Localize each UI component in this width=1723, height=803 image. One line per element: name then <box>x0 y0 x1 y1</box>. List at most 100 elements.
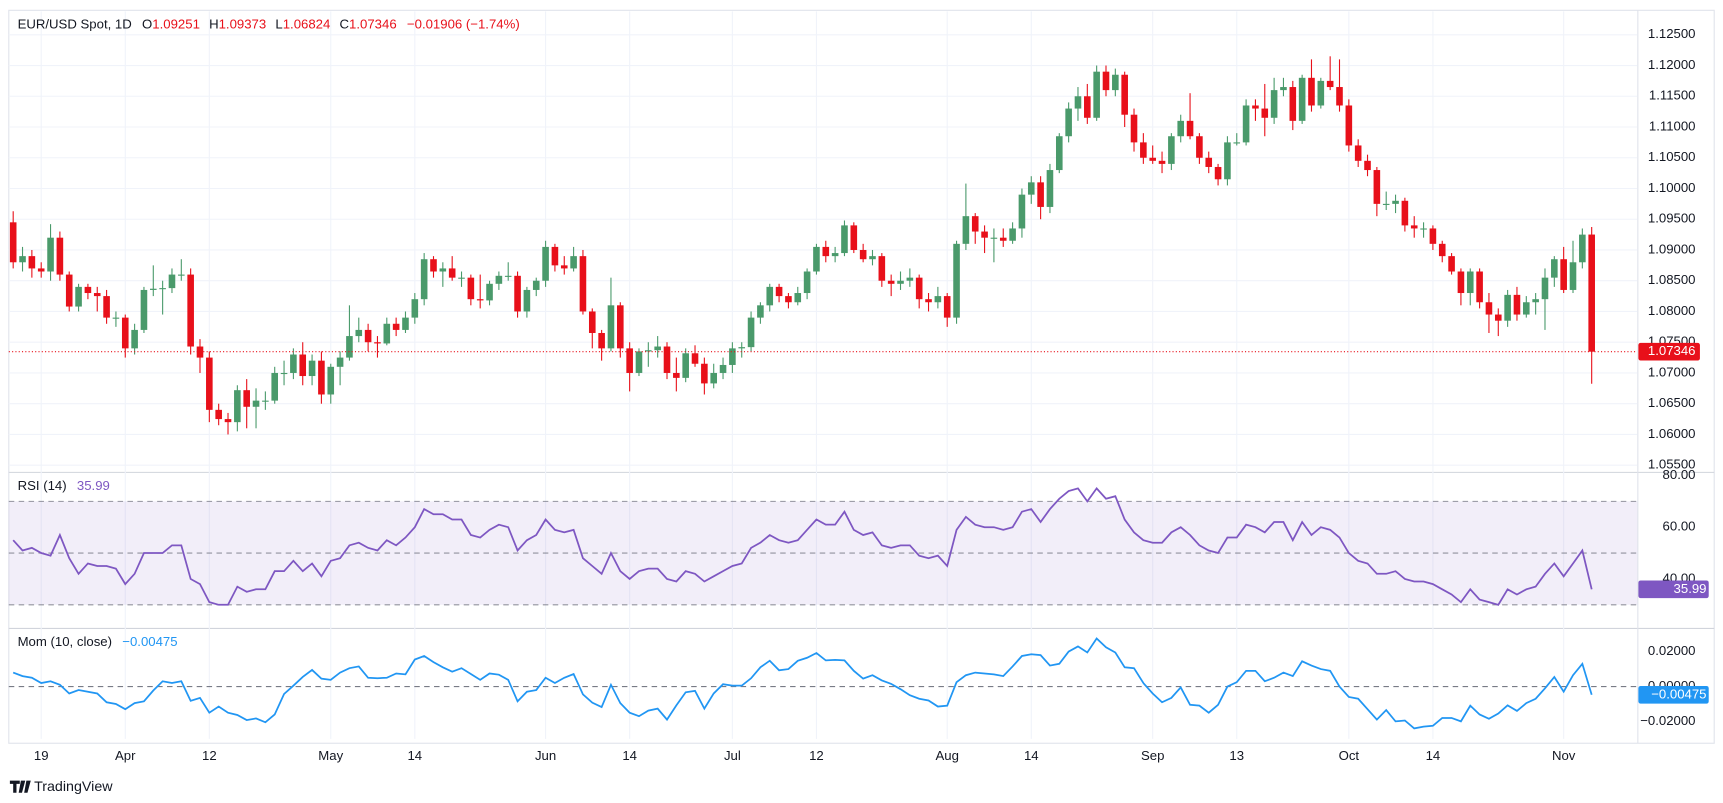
candle-body <box>1196 136 1203 158</box>
candle-body <box>1485 302 1493 315</box>
change-value: −0.01906 (−1.74%) <box>407 17 520 32</box>
candle-body <box>925 299 932 303</box>
grid <box>8 11 1638 739</box>
indicator-line <box>12 637 1593 730</box>
candle-body <box>486 283 493 301</box>
candle-body <box>1168 136 1175 164</box>
candle-body <box>869 256 876 260</box>
x-tick-label: Apr <box>115 748 136 763</box>
candle-body <box>1364 160 1371 171</box>
candle-body <box>906 277 914 281</box>
mom-value: −0.00475 <box>122 635 177 650</box>
candle-body <box>1065 108 1072 137</box>
x-tick-label: 14 <box>1426 748 1441 763</box>
candle-body <box>551 246 559 266</box>
candle-body <box>1093 71 1100 118</box>
legend-key: O <box>142 17 152 32</box>
x-tick-label: 12 <box>202 748 217 763</box>
candle-body <box>747 317 755 348</box>
y-tick-label: 1.12000 <box>1648 57 1696 72</box>
candle-body <box>495 275 503 284</box>
close-value: 1.07346 <box>349 17 397 32</box>
candle-body <box>28 256 36 269</box>
candle-body <box>103 296 110 318</box>
candle-body <box>299 354 307 377</box>
y-tick-label: 1.08500 <box>1648 272 1696 287</box>
x-tick-label: Jun <box>535 748 556 763</box>
candle-body <box>1280 87 1287 91</box>
candle-body <box>1018 194 1026 229</box>
y-tick-label: 1.12500 <box>1648 26 1696 41</box>
candle-body <box>1457 271 1465 294</box>
candle-body <box>308 360 316 377</box>
candle-body <box>1494 314 1502 321</box>
y-tick-label: 1.06000 <box>1648 426 1696 441</box>
candle-body <box>775 286 783 297</box>
candle-body <box>1233 142 1241 144</box>
candle-body <box>663 346 671 373</box>
candle-body <box>766 286 774 306</box>
candle-body <box>1336 87 1343 106</box>
candle-body <box>439 268 447 272</box>
y-tick-label: 1.10000 <box>1648 180 1696 195</box>
candle-body <box>168 274 176 289</box>
candle-body <box>1476 271 1483 303</box>
candle-body <box>822 246 830 257</box>
candle-body <box>1401 200 1409 226</box>
y-tick-label: 1.05500 <box>1648 457 1696 472</box>
candle-body <box>1084 96 1091 118</box>
candle-body <box>374 342 381 344</box>
candle-body <box>719 364 727 373</box>
candle-body <box>1317 80 1325 106</box>
candle-body <box>1186 120 1194 137</box>
candle-body <box>794 293 802 303</box>
candle-body <box>1513 294 1521 315</box>
candle-body <box>878 256 886 281</box>
y-tick-label: −0.02000 <box>1640 713 1695 728</box>
low-value: 1.06824 <box>283 17 331 32</box>
candle-body <box>1345 105 1353 146</box>
candle-body <box>19 256 26 263</box>
candle-body <box>738 347 746 349</box>
indicator-line <box>12 487 1593 606</box>
candle-body <box>990 237 998 239</box>
brand: TradingView <box>9 779 113 795</box>
candle-body <box>430 259 437 272</box>
y-tick-label: 0.02000 <box>1648 643 1696 658</box>
x-tick-label: 13 <box>1229 748 1244 763</box>
candle-body <box>364 329 372 343</box>
candle-body <box>691 353 699 364</box>
x-tick-label: Jul <box>724 748 741 763</box>
candle-body <box>346 336 353 358</box>
candle-body <box>336 357 344 367</box>
candle-body <box>467 277 475 300</box>
candle-body <box>1177 120 1185 137</box>
last-value-box <box>1638 686 1709 704</box>
x-tick-label: 12 <box>809 748 824 763</box>
candle-body <box>121 317 129 349</box>
candle-body <box>1326 80 1334 88</box>
candle-body <box>542 246 549 281</box>
candle-body <box>420 259 428 300</box>
candle-body <box>887 280 895 284</box>
last-value-box <box>1638 580 1709 599</box>
candle-body <box>1373 170 1381 204</box>
candle-body <box>757 305 764 318</box>
y-tick-label: 1.11000 <box>1649 118 1696 133</box>
candle-body <box>897 280 904 284</box>
candle-body <box>1579 234 1586 263</box>
x-tick-label: Aug <box>935 748 958 763</box>
candle-body <box>981 231 988 238</box>
candle-body <box>1074 96 1082 109</box>
candle-body <box>262 400 269 402</box>
candle-body <box>1027 182 1035 195</box>
candle-body <box>785 296 792 303</box>
last-price-box <box>1638 342 1700 361</box>
x-tick-label: 14 <box>407 748 422 763</box>
candle-body <box>1289 87 1297 121</box>
candle-body <box>813 246 820 272</box>
candle-body <box>159 288 166 290</box>
y-tick-label: 1.09000 <box>1648 241 1696 256</box>
candle-body <box>1354 145 1362 161</box>
candle-body <box>710 372 718 384</box>
